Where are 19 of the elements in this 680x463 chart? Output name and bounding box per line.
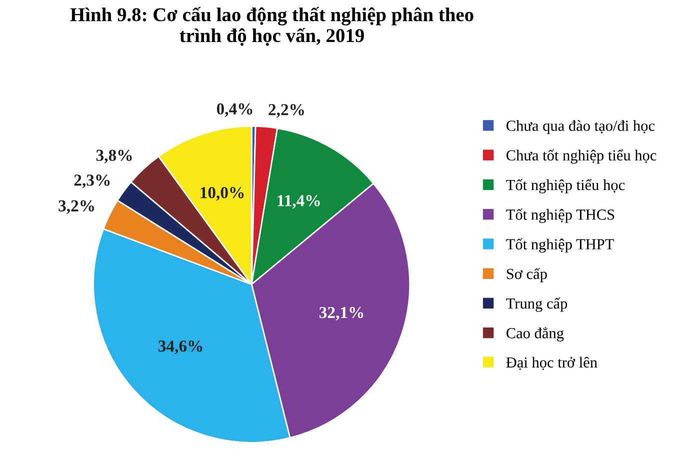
data-label: 3,2%: [58, 200, 94, 214]
legend-label: Chưa qua đào tạo/đi học: [506, 120, 655, 134]
data-label: 11,4%: [278, 194, 320, 209]
data-label: 34,6%: [158, 340, 202, 354]
data-label: 10,0%: [200, 187, 244, 201]
data-label: 2,2%: [268, 104, 304, 118]
chart-title: Hình 9.8: Cơ cấu lao động thất nghiệp phân theo trình độ học vấn, 2019: [70, 6, 474, 46]
data-label: 2,3%: [74, 174, 110, 188]
legend-label: Tốt nghiệp THCS: [506, 208, 614, 223]
data-label: 3,8%: [96, 150, 132, 164]
data-label: 0,4%: [216, 103, 252, 117]
legend-label: Tốt nghiệp tiểu học: [506, 178, 625, 194]
legend-label: Cao đẳng: [506, 327, 564, 342]
legend-label: Trung cấp: [506, 297, 568, 312]
legend-label: Chưa tốt nghiệp tiểu học: [506, 149, 656, 164]
legend-label: Tốt nghiệp THPT: [506, 238, 614, 253]
data-label: 32,1%: [319, 306, 364, 321]
legend-label: Đại học trở lên: [506, 356, 598, 370]
legend-label: Sơ cấp: [506, 268, 547, 282]
